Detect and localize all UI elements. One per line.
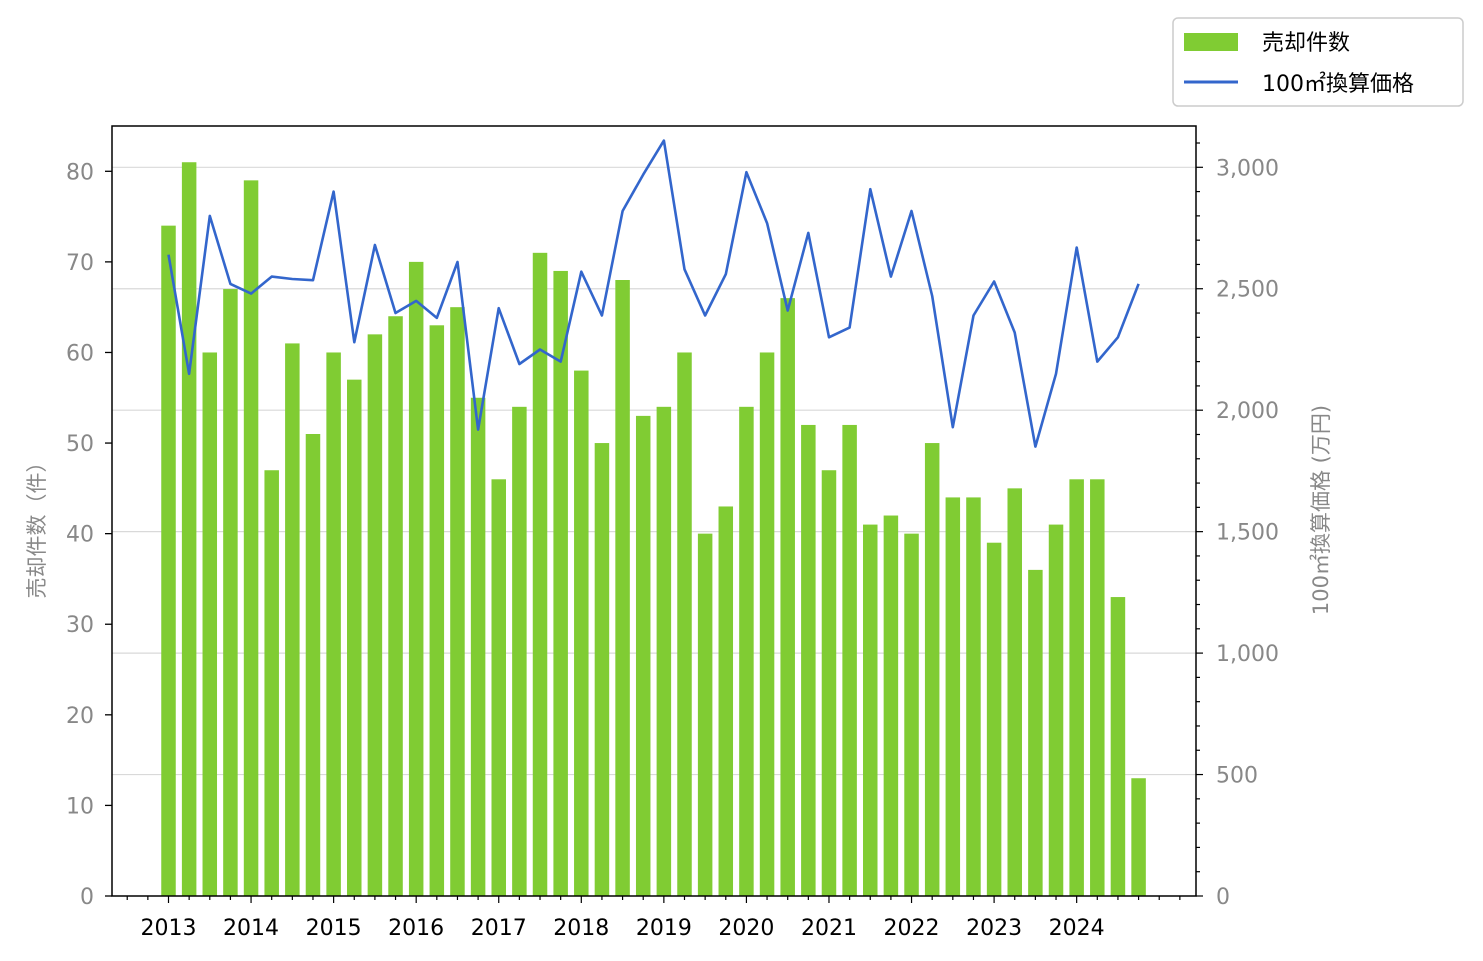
bar (1028, 569, 1043, 896)
bar (697, 533, 713, 896)
right-tick-label: 2,500 (1216, 278, 1279, 303)
bar (202, 352, 218, 896)
bar (574, 370, 589, 896)
legend-label-bar: 売却件数 (1262, 31, 1350, 56)
plot-frame (111, 125, 1197, 897)
bar (986, 542, 1002, 896)
legend-label-line: 100㎡換算価格 (1262, 71, 1414, 97)
right-tick-label: 1,500 (1216, 521, 1279, 546)
bar (635, 415, 651, 896)
right-axis-title: 100㎡換算価格 (万円) (1309, 405, 1333, 615)
bar (223, 289, 238, 896)
left-tick-label: 60 (66, 341, 94, 366)
x-tick-label: 2016 (388, 916, 444, 941)
bar (801, 424, 816, 896)
left-tick-label: 40 (66, 523, 94, 548)
right-y-axis: 0 500 1,000 1,500 2,000 2,500 3,000 (1196, 142, 1279, 910)
left-tick-label: 30 (66, 613, 94, 638)
x-tick-label: 2017 (471, 916, 527, 941)
bar (842, 424, 857, 896)
bar (367, 334, 383, 897)
left-tick-label: 50 (66, 432, 94, 457)
left-tick-label: 80 (66, 160, 94, 185)
bar (904, 533, 919, 896)
right-tick-label: 2,000 (1216, 399, 1279, 424)
bar (821, 470, 837, 896)
bar (388, 316, 403, 896)
bar (243, 180, 259, 897)
bar (553, 270, 568, 896)
price-line-series (167, 139, 1140, 448)
legend: 売却件数 100㎡換算価格 (1172, 17, 1464, 107)
bar (718, 506, 734, 896)
x-tick-label: 2015 (306, 916, 362, 941)
bar (966, 497, 981, 896)
bar (347, 379, 362, 896)
bar (759, 352, 775, 896)
plot-border (111, 125, 1197, 897)
bar (1069, 479, 1084, 896)
bar (594, 443, 610, 896)
x-tick-label: 2021 (801, 916, 857, 941)
legend-swatch-bar (1184, 33, 1238, 51)
bar (1090, 479, 1105, 896)
left-y-axis: 0 10 20 30 40 50 60 70 80 (66, 160, 112, 910)
bar (532, 252, 548, 896)
x-axis: 2013 2014 2015 2016 2017 2018 2019 2020 2021 2022… (126, 896, 1181, 941)
right-tick-label: 500 (1216, 764, 1258, 789)
bar (1131, 778, 1146, 896)
x-tick-label: 2019 (636, 916, 692, 941)
bar (305, 434, 321, 896)
bar (1048, 524, 1064, 896)
x-tick-label: 2018 (553, 916, 609, 941)
right-tick-label: 0 (1216, 885, 1230, 910)
bar (326, 352, 341, 896)
bars (161, 162, 1146, 897)
left-tick-label: 20 (66, 704, 94, 729)
bar (739, 406, 754, 896)
legend-box (1172, 17, 1464, 107)
x-tick-label: 2020 (718, 916, 774, 941)
x-tick-label: 2022 (884, 916, 940, 941)
bar (181, 162, 197, 896)
bar (945, 497, 961, 896)
bar (924, 443, 940, 896)
bar (512, 406, 527, 896)
bar (470, 397, 486, 896)
left-tick-label: 0 (80, 885, 94, 910)
bar (780, 298, 795, 896)
price-line (167, 139, 1140, 448)
left-axis-title: 売却件数（件） (25, 452, 49, 599)
x-tick-label: 2023 (966, 916, 1022, 941)
bar (1110, 597, 1126, 896)
bar (863, 524, 878, 896)
bar (429, 325, 445, 896)
bar (491, 479, 506, 896)
right-tick-label: 1,000 (1216, 642, 1279, 667)
x-tick-label: 2014 (223, 916, 279, 941)
bar (615, 280, 630, 896)
x-tick-label: 2024 (1049, 916, 1105, 941)
bar (285, 343, 300, 897)
x-tick-label: 2013 (141, 916, 197, 941)
bar (656, 406, 672, 896)
bar (161, 225, 176, 896)
bar (677, 352, 692, 896)
left-tick-label: 10 (66, 794, 94, 819)
bar (883, 515, 899, 896)
bar (450, 307, 465, 896)
bar (1007, 488, 1022, 896)
bar (264, 470, 279, 896)
right-tick-label: 3,000 (1216, 156, 1279, 181)
left-tick-label: 70 (66, 251, 94, 276)
bar (408, 261, 424, 897)
